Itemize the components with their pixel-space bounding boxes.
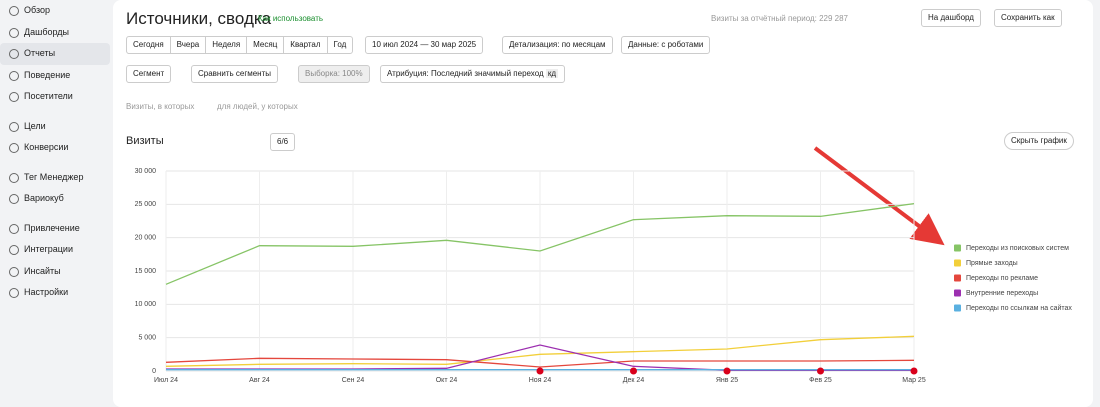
- legend-swatch[interactable]: [954, 289, 961, 297]
- sidebar-item[interactable]: Инсайты: [0, 261, 110, 283]
- chart-heading: Визиты: [126, 135, 164, 147]
- x-tick-label: Ноя 24: [529, 377, 552, 384]
- sidebar-item[interactable]: Цели: [0, 116, 110, 138]
- sample[interactable]: Выборка: 100%: [298, 65, 370, 83]
- sidebar-item[interactable]: Привлечение: [0, 218, 110, 240]
- sidebar-item[interactable]: Поведение: [0, 65, 110, 87]
- detail[interactable]: Детализация: по месяцам: [502, 36, 613, 54]
- annotation-arrow: [813, 146, 945, 246]
- x-tick-label: Янв 25: [716, 377, 738, 384]
- event-marker: [630, 367, 637, 375]
- sidebar-item[interactable]: Конверсии: [0, 137, 110, 159]
- sidebar-item[interactable]: Дашборды: [0, 22, 110, 44]
- legend-swatch[interactable]: [954, 244, 961, 252]
- date-range[interactable]: 10 июл 2024 — 30 мар 2025: [365, 36, 484, 54]
- y-tick-label: 5 000: [138, 335, 156, 342]
- legend-label: Внутренние переходы: [966, 290, 1038, 297]
- y-tick-label: 30 000: [135, 168, 157, 175]
- period-button[interactable]: Месяц: [247, 37, 285, 53]
- sidebar-item[interactable]: Интеграции: [0, 239, 110, 261]
- x-tick-label: Окт 24: [436, 377, 458, 384]
- event-marker: [817, 367, 824, 375]
- hide-chart[interactable]: Скрыть график: [1004, 132, 1074, 150]
- help-link[interactable]: Как использовать: [258, 14, 324, 23]
- period-button[interactable]: Квартал: [284, 37, 328, 53]
- sidebar-item[interactable]: Вариокуб: [0, 188, 110, 210]
- segment[interactable]: Сегмент: [126, 65, 172, 83]
- save-as[interactable]: Сохранить как: [994, 9, 1062, 27]
- robots[interactable]: Данные: с роботами: [621, 36, 711, 54]
- period-button[interactable]: Сегодня: [127, 37, 171, 53]
- legend-swatch[interactable]: [954, 274, 961, 282]
- legend-label: Переходы по рекламе: [966, 275, 1038, 282]
- event-marker: [536, 367, 544, 375]
- legend-swatch[interactable]: [954, 304, 961, 312]
- x-tick-label: Дек 24: [623, 377, 645, 384]
- y-tick-label: 10 000: [135, 301, 157, 308]
- filter-people: для людей, у которых: [217, 102, 298, 111]
- series-count[interactable]: 6/6: [270, 133, 296, 151]
- main-panel: Источники, сводка Как использовать Визит…: [113, 0, 1093, 407]
- legend-label: Переходы по ссылкам на сайтах: [966, 304, 1072, 312]
- attribution-text: Атрибуция: Последний значимый переход: [387, 69, 544, 78]
- series-line: [166, 344, 914, 371]
- y-tick-label: 25 000: [135, 201, 157, 208]
- page-title: Источники, сводка: [126, 9, 272, 28]
- series-line: [165, 203, 915, 285]
- filter-visits: Визиты, в которых: [126, 102, 195, 111]
- event-marker: [723, 367, 731, 375]
- compare[interactable]: Сравнить сегменты: [191, 65, 279, 83]
- legend-label: Прямые заходы: [966, 260, 1018, 267]
- y-tick-label: 20 000: [135, 235, 157, 242]
- attribution[interactable]: Атрибуция: Последний значимый переход кд: [380, 65, 566, 83]
- attribution-tag: кд: [545, 69, 559, 78]
- sidebar-gap: [0, 210, 110, 218]
- series-line: [165, 335, 915, 367]
- sidebar: Обзор Дашборды Отчеты Поведение Посетители Це…: [0, 0, 110, 304]
- sidebar-gap: [0, 159, 110, 167]
- y-tick-label: 0: [152, 368, 156, 375]
- legend-label: Переходы из поисковых систем: [966, 245, 1069, 252]
- x-tick-label: Авг 24: [249, 377, 270, 384]
- sidebar-item[interactable]: Отчеты: [0, 43, 110, 65]
- series-line: [165, 357, 915, 368]
- sidebar-item[interactable]: Посетители: [0, 86, 110, 108]
- sidebar-item[interactable]: Обзор: [0, 0, 110, 22]
- x-tick-label: Июл 24: [154, 377, 178, 384]
- chart: 0 5 000 10 000 15 000 20 000 25 000 30 000 Июл …: [135, 146, 1072, 384]
- event-marker: [910, 367, 918, 375]
- sidebar-item[interactable]: Тег Менеджер: [0, 167, 110, 189]
- sidebar-item[interactable]: Настройки: [0, 282, 110, 304]
- period-button[interactable]: Год: [333, 40, 347, 49]
- x-tick-label: Сен 24: [342, 377, 365, 384]
- x-tick-label: Мар 25: [902, 377, 926, 384]
- period-button[interactable]: Вчера: [171, 37, 207, 53]
- period-group: Сегодня Вчера Неделя Месяц Квартал Год: [126, 36, 354, 54]
- to-dashboard[interactable]: На дашборд: [921, 9, 981, 27]
- sidebar-gap: [0, 108, 110, 116]
- period-button[interactable]: Неделя: [206, 37, 248, 53]
- x-tick-label: Фев 25: [809, 377, 832, 384]
- y-tick-label: 15 000: [135, 268, 157, 275]
- legend-swatch[interactable]: [954, 259, 961, 267]
- total: Визиты за отчётный период: 229 287: [711, 14, 848, 23]
